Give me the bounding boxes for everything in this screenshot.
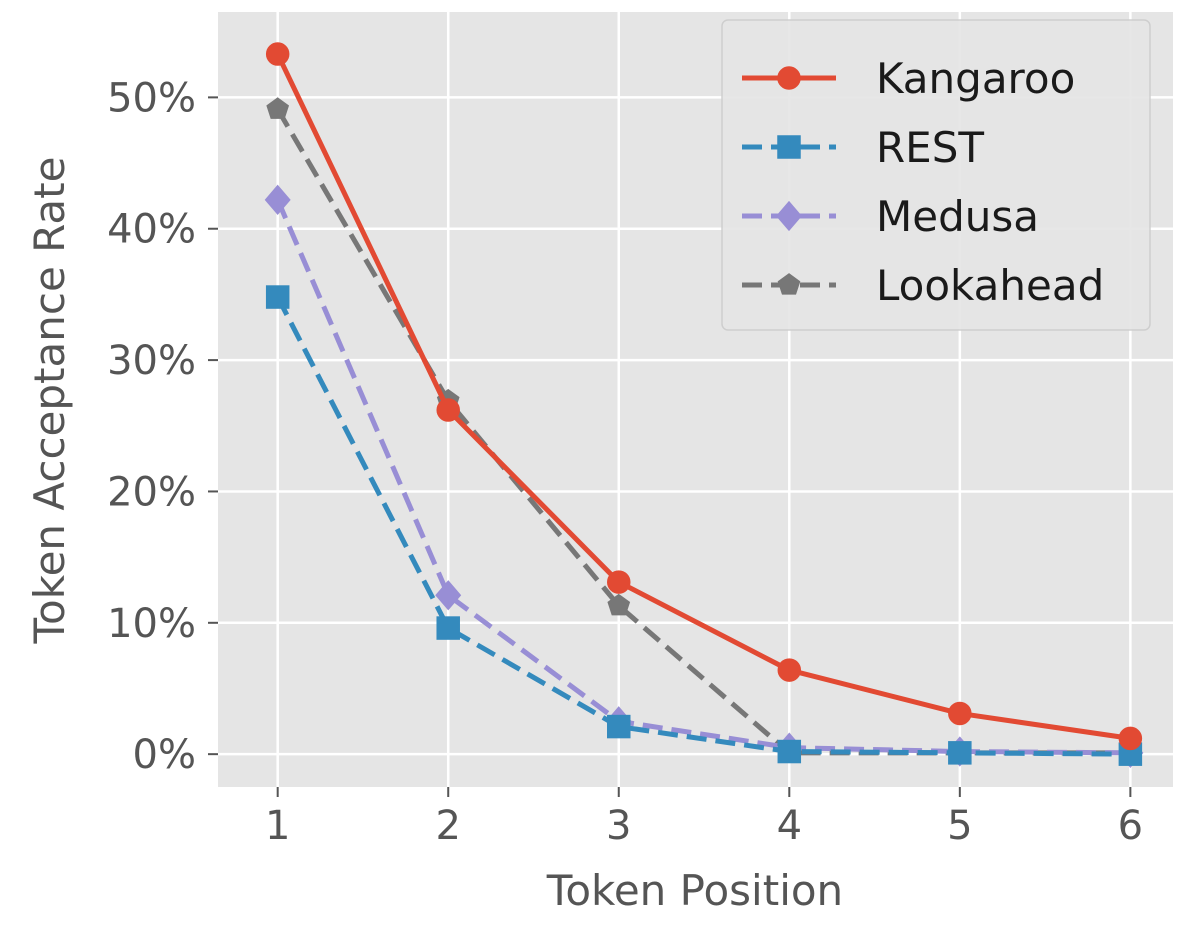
data-point <box>1118 726 1143 751</box>
data-point <box>435 580 462 611</box>
x-tick-label: 2 <box>435 803 460 849</box>
data-point <box>436 616 460 640</box>
data-point <box>265 285 290 309</box>
data-point <box>436 398 460 422</box>
x-tick-label: 6 <box>1118 803 1143 849</box>
legend-marker <box>777 273 801 295</box>
series-line-rest <box>275 295 1131 757</box>
y-tick-label: 10% <box>107 601 196 647</box>
series-kangaroo <box>265 42 1143 751</box>
data-point <box>264 184 291 215</box>
legend-label: Kangaroo <box>876 54 1075 103</box>
legend-label: Medusa <box>876 192 1039 241</box>
series-layer <box>264 42 1144 768</box>
x-axis-label: Token Position <box>546 866 843 915</box>
data-point <box>777 658 802 682</box>
series-line-kangaroo <box>275 52 1131 741</box>
data-point <box>948 701 972 726</box>
data-point <box>607 593 631 616</box>
x-tick-label: 3 <box>606 803 631 849</box>
x-tick-label: 4 <box>777 803 802 849</box>
y-tick-label: 50% <box>107 75 196 121</box>
legend: Kangaroo REST Medusa Lookahead <box>721 19 1151 331</box>
legend-label: Lookahead <box>876 261 1104 310</box>
y-tick-label: 20% <box>107 469 196 515</box>
y-axis-label: Token Acceptance Rate <box>25 157 74 645</box>
y-tick-label: 30% <box>107 338 196 384</box>
legend-marker <box>776 200 802 232</box>
data-point <box>607 714 631 739</box>
legend-box <box>721 19 1151 331</box>
tick-layer: 1 2 3 4 5 6 0% 10% 20% 30% 40% 50% <box>107 75 1143 849</box>
x-tick-label: 5 <box>947 803 972 849</box>
legend-marker <box>777 66 801 90</box>
legend-label: REST <box>876 123 984 172</box>
series-line-medusa <box>275 198 1131 756</box>
y-tick-label: 0% <box>133 732 196 778</box>
legend-marker <box>777 135 801 159</box>
data-point <box>266 97 290 119</box>
data-point <box>948 741 972 765</box>
y-tick-label: 40% <box>107 207 196 253</box>
x-tick-label: 1 <box>265 803 290 849</box>
data-point <box>265 42 290 66</box>
data-point <box>607 570 631 594</box>
data-point <box>777 739 802 764</box>
